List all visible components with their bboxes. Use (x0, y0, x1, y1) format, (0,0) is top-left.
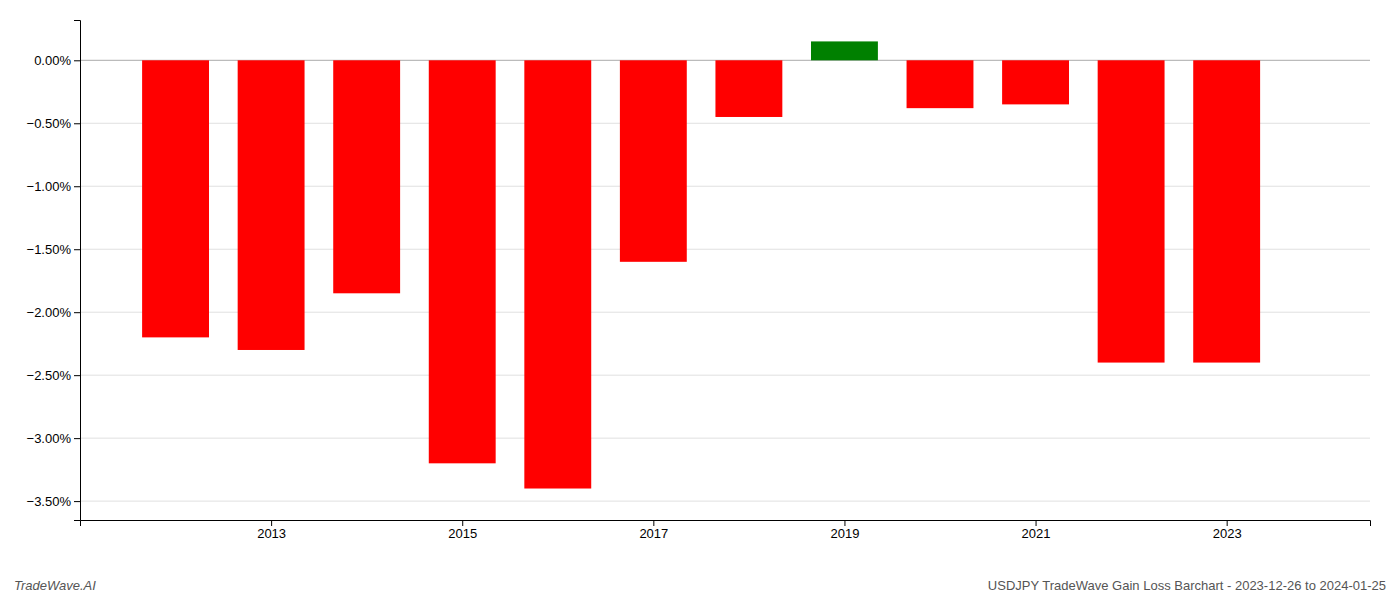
x-axis-line (81, 521, 1371, 527)
x-tick-mark (1227, 520, 1228, 526)
bar (142, 60, 209, 337)
y-tick-label: −3.50% (27, 494, 72, 509)
y-tick-label: −2.00% (27, 305, 72, 320)
x-tick-mark (1036, 520, 1037, 526)
y-tick-mark (74, 312, 80, 313)
bar (1098, 60, 1165, 362)
y-tick-label: 0.00% (34, 53, 71, 68)
x-tick-mark (462, 520, 463, 526)
x-axis: 2013 2015 2017 2019 2021 2023 (81, 520, 1371, 541)
x-tick: 2013 (257, 520, 286, 541)
y-axis-line (74, 21, 81, 521)
bars (142, 41, 1260, 488)
bar (333, 60, 400, 293)
x-tick-label: 2023 (1213, 526, 1242, 541)
y-tick: −3.00% (27, 431, 80, 446)
chart: 0.00% −0.50% −1.00% −1.50% −2.00% −2.50% −3.00… (0, 0, 1400, 600)
y-tick-mark (74, 186, 80, 187)
x-tick: 2023 (1213, 520, 1242, 541)
y-tick-label: −0.50% (27, 116, 72, 131)
x-tick-label: 2013 (257, 526, 286, 541)
x-tick: 2019 (830, 520, 859, 541)
y-tick-label: −1.50% (27, 242, 72, 257)
y-tick-mark (74, 123, 80, 124)
y-tick-label: −2.50% (27, 368, 72, 383)
y-tick: −1.50% (27, 242, 80, 257)
grid-line (80, 501, 1370, 502)
y-tick-mark (74, 438, 80, 439)
bar (907, 60, 974, 108)
x-tick-mark (653, 520, 654, 526)
y-tick-mark (74, 60, 80, 61)
footer-left: TradeWave.AI (14, 578, 96, 593)
x-tick: 2017 (639, 520, 668, 541)
footer-right: USDJPY TradeWave Gain Loss Barchart - 20… (988, 578, 1386, 593)
bar (811, 41, 878, 60)
bar (524, 60, 591, 488)
x-tick-label: 2015 (448, 526, 477, 541)
bar (620, 60, 687, 262)
bar (715, 60, 782, 117)
x-tick: 2015 (448, 520, 477, 541)
y-axis: 0.00% −0.50% −1.00% −1.50% −2.00% −2.50% −3.00… (27, 21, 81, 521)
bar (1193, 60, 1260, 362)
x-tick-mark (844, 520, 845, 526)
y-tick-mark (74, 249, 80, 250)
y-tick-mark (74, 375, 80, 376)
x-tick: 2021 (1022, 520, 1051, 541)
y-tick-label: −3.00% (27, 431, 72, 446)
y-tick: −3.50% (27, 494, 80, 509)
bar (1002, 60, 1069, 104)
plot: 0.00% −0.50% −1.00% −1.50% −2.00% −2.50% −3.00… (27, 21, 1371, 542)
bar (238, 60, 305, 350)
x-tick-label: 2021 (1022, 526, 1051, 541)
y-tick: −0.50% (27, 116, 80, 131)
grid (80, 60, 1370, 501)
y-tick-label: −1.00% (27, 179, 72, 194)
x-tick-label: 2017 (639, 526, 668, 541)
grid-line (80, 375, 1370, 376)
y-tick: 0.00% (34, 53, 80, 68)
y-tick: −2.50% (27, 368, 80, 383)
bar (429, 60, 496, 463)
x-tick-mark (271, 520, 272, 526)
y-tick: −2.00% (27, 305, 80, 320)
x-tick-label: 2019 (830, 526, 859, 541)
grid-line (80, 438, 1370, 439)
y-tick: −1.00% (27, 179, 80, 194)
y-tick-mark (74, 501, 80, 502)
